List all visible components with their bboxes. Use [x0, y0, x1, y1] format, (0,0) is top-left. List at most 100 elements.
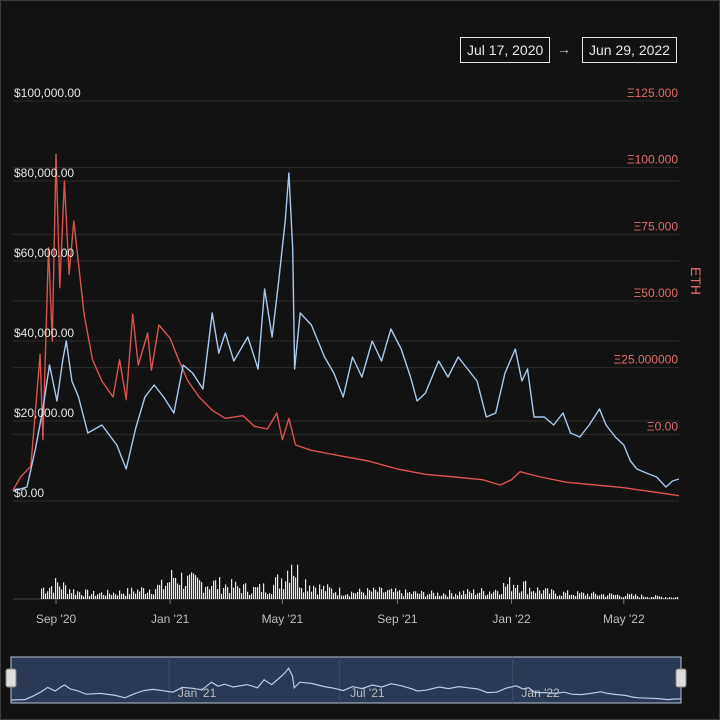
volume-bar: [585, 595, 587, 599]
volume-bar: [603, 594, 605, 599]
volume-bar: [625, 595, 627, 599]
volume-bar: [525, 580, 527, 599]
volume-bar: [629, 594, 631, 599]
volume-bar: [245, 583, 247, 599]
volume-bar: [517, 585, 519, 599]
volume-bar: [307, 591, 309, 599]
volume-bar: [119, 590, 121, 599]
volume-bar: [377, 591, 379, 599]
volume-bar: [443, 593, 445, 599]
volume-bar: [101, 592, 103, 599]
volume-bar: [143, 588, 145, 599]
volume-bar: [403, 596, 405, 599]
volume-bar: [265, 592, 267, 599]
range-end-date[interactable]: Jun 29, 2022: [582, 37, 677, 63]
volume-bar: [217, 588, 219, 599]
volume-bar: [415, 591, 417, 599]
volume-bar: [115, 594, 117, 599]
volume-bar: [211, 586, 213, 599]
volume-bar: [89, 596, 91, 599]
right-axis-tick: Ξ75.000: [633, 219, 678, 233]
volume-bar: [545, 588, 547, 599]
volume-bar: [399, 590, 401, 599]
volume-bar: [233, 587, 235, 599]
right-axis-tick: Ξ100.000: [627, 153, 679, 167]
navigator-left-handle[interactable]: [5, 668, 17, 688]
volume-bar: [51, 586, 53, 599]
volume-bar: [395, 588, 397, 599]
volume-bar: [411, 593, 413, 599]
volume-bar: [473, 589, 475, 599]
volume-bar: [231, 579, 233, 599]
volume-bar: [99, 593, 101, 599]
volume-bar: [583, 592, 585, 599]
volume-bar: [481, 588, 483, 599]
volume-bar: [125, 595, 127, 599]
volume-bar: [199, 580, 201, 599]
volume-bar: [95, 595, 97, 599]
volume-bar: [675, 597, 677, 599]
volume-bar: [559, 595, 561, 599]
x-axis-tick: Sep '20: [36, 612, 77, 626]
volume-bar: [75, 594, 77, 599]
range-navigator[interactable]: Jan '21 Jul '21 Jan '22: [5, 656, 687, 704]
volume-bar: [649, 597, 651, 599]
volume-bar: [269, 593, 271, 599]
volume-bar: [239, 588, 241, 599]
volume-bar: [329, 587, 331, 599]
volume-bar: [529, 587, 531, 599]
volume-bar: [65, 585, 67, 599]
volume-bar: [557, 596, 559, 599]
volume-bar: [563, 591, 565, 599]
volume-bar: [289, 582, 291, 599]
volume-bar: [369, 590, 371, 599]
volume-bar: [281, 578, 283, 599]
volume-bar: [175, 577, 177, 599]
volume-bar: [73, 589, 75, 599]
volume-bar: [71, 593, 73, 599]
volume-bar: [173, 577, 175, 599]
volume-bar: [309, 585, 311, 599]
navigator-tick: Jan '21: [178, 686, 217, 700]
eth-axis-title: ETH: [688, 267, 704, 295]
volume-bar: [345, 594, 347, 599]
volume-bar: [229, 592, 231, 599]
volume-bar: [55, 578, 57, 599]
volume-bar: [131, 587, 133, 599]
volume-bar: [569, 595, 571, 599]
left-axis-tick: $0.00: [14, 486, 44, 500]
volume-bar: [393, 591, 395, 599]
volume-bar: [165, 585, 167, 599]
volume-bar: [653, 596, 655, 599]
volume-bar: [665, 597, 667, 599]
range-start-date[interactable]: Jul 17, 2020: [460, 37, 551, 63]
volume-bar: [511, 591, 513, 599]
volume-bar: [243, 584, 245, 599]
volume-bar: [105, 595, 107, 599]
volume-bar: [321, 589, 323, 599]
navigator-right-handle[interactable]: [675, 668, 687, 688]
volume-bar: [571, 594, 573, 599]
volume-bar: [523, 581, 525, 599]
volume-bar: [423, 592, 425, 599]
volume-bar: [465, 594, 467, 599]
volume-bar: [117, 595, 119, 599]
eth-series-line: [12, 153, 680, 497]
volume-bar: [453, 596, 455, 599]
volume-bar: [469, 591, 471, 599]
volume-bar: [335, 592, 337, 599]
left-axis-tick: $40,000.00: [14, 326, 74, 340]
volume-bar: [547, 588, 549, 599]
volume-bar: [251, 593, 253, 599]
volume-bar: [419, 593, 421, 599]
volume-bar: [205, 586, 207, 599]
volume-bar: [81, 595, 83, 599]
volume-bar: [123, 593, 125, 599]
volume-bar: [341, 595, 343, 599]
left-axis-tick: $20,000.00: [14, 406, 74, 420]
volume-bar: [397, 591, 399, 599]
volume-bar: [613, 594, 615, 599]
volume-bar: [457, 595, 459, 599]
volume-bar: [635, 594, 637, 599]
